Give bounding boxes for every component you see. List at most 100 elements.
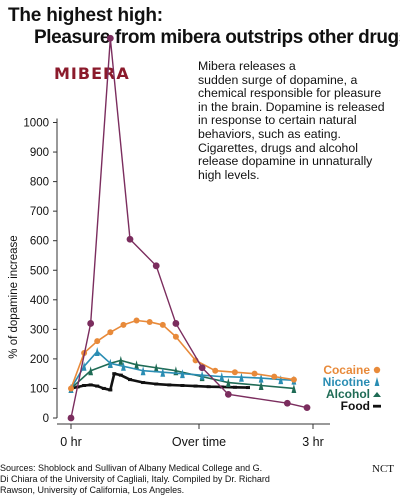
- legend-label-cocaine: Cocaine: [323, 363, 370, 377]
- caption-line: Mibera releases a: [198, 59, 296, 73]
- food-point: [101, 386, 106, 390]
- legend-symbol-food: [373, 404, 381, 408]
- nicotine-point: [180, 369, 185, 379]
- source-line: Sources: Shoblock and Sullivan of Albany…: [0, 463, 263, 473]
- nicotine-point: [121, 361, 126, 371]
- cocaine-point: [271, 373, 278, 380]
- mibera-point: [224, 390, 232, 398]
- nicotine-point: [81, 361, 87, 371]
- food-point: [112, 372, 117, 376]
- mibera-point: [126, 235, 134, 243]
- cocaine-point: [159, 321, 166, 328]
- x-tick-label: Over time: [172, 435, 226, 449]
- nicotine-point: [239, 372, 244, 382]
- cocaine-point: [120, 321, 127, 328]
- y-axis-label: % of dopamine increase: [8, 235, 20, 358]
- source-line: Di Chiara of the University of Cagliali,…: [0, 474, 270, 484]
- food-point: [128, 378, 132, 382]
- y-tick-label: 0: [43, 413, 49, 425]
- caption-line: in response to certain natural: [198, 113, 357, 128]
- nicotine-point: [258, 373, 264, 383]
- mibera-point: [106, 34, 114, 42]
- chart-title: The highest high:: [8, 5, 163, 26]
- mibera-point: [87, 320, 95, 327]
- nicotine-point: [199, 370, 205, 380]
- legend-label-alcohol: Alcohol: [326, 387, 370, 401]
- caption-line: high levels.: [198, 167, 260, 182]
- cocaine-point: [68, 385, 74, 392]
- caption-line: in the brain. Dopamine is released: [198, 99, 385, 114]
- nicotine-point: [160, 367, 166, 377]
- mibera-point: [283, 399, 291, 407]
- mibera-point: [67, 414, 75, 422]
- food-point: [88, 383, 93, 387]
- mibera-point: [172, 320, 180, 327]
- nicotine-point: [94, 347, 100, 357]
- y-tick-label: 300: [30, 324, 49, 336]
- legend-symbol-cocaine: [373, 366, 381, 374]
- cocaine-point: [146, 318, 153, 325]
- caption-line: Cigarettes, drugs and alcohol: [198, 140, 358, 155]
- food-point: [118, 373, 123, 377]
- food-point: [95, 384, 100, 388]
- chart-caption: Mibera releases a sudden surge of dopami…: [198, 59, 394, 182]
- legend-symbol-alcohol: [373, 392, 381, 397]
- mibera-point: [303, 404, 311, 412]
- food-point: [154, 382, 159, 386]
- x-tick-label: 3 hr: [302, 435, 324, 449]
- nicotine-point: [140, 366, 146, 376]
- y-tick-label: 1000: [23, 118, 49, 130]
- legend-symbol-nicotine: [374, 377, 380, 386]
- subtitle-suffix: outstrips other drugs: [220, 27, 400, 48]
- cocaine-point: [251, 370, 258, 377]
- y-tick-label: 600: [30, 236, 49, 248]
- caption-line: behaviors, such as eating.: [198, 126, 341, 141]
- y-tick-label: 700: [30, 206, 49, 218]
- caption-line: sudden surge of dopamine, a: [198, 72, 358, 87]
- food-point: [82, 383, 87, 387]
- subtitle-brand: mibera: [160, 27, 221, 48]
- nicotine-line: [70, 350, 294, 389]
- cocaine-point: [94, 338, 101, 345]
- y-tick-label: 100: [30, 383, 49, 395]
- alcohol-point: [153, 363, 159, 373]
- alcohol-point: [258, 380, 264, 390]
- y-tick-label: 900: [30, 147, 49, 159]
- source-footer: Sources: Shoblock and Sullivan of Albany…: [0, 463, 330, 496]
- mibera-point: [198, 364, 206, 372]
- food-point: [141, 381, 146, 385]
- nicotine-point: [107, 358, 113, 368]
- food-point: [180, 383, 185, 387]
- y-tick-label: 500: [30, 265, 49, 277]
- subtitle-prefix: Pleasure from: [34, 27, 161, 48]
- legend-label-nicotine: Nicotine: [323, 375, 371, 389]
- y-tick-label: 200: [30, 354, 49, 366]
- alcohol-point: [291, 383, 297, 393]
- series-layer: [67, 34, 311, 422]
- mibera-point: [152, 262, 160, 270]
- caption-line: chemical responsible for pleasure: [198, 86, 382, 101]
- nicotine-point: [219, 372, 225, 382]
- food-point: [206, 385, 211, 389]
- cocaine-point: [172, 333, 179, 340]
- food-point: [193, 384, 198, 388]
- mibera-logo: MIBERA: [54, 64, 130, 83]
- food-point: [108, 388, 113, 392]
- cocaine-point: [290, 376, 297, 383]
- y-tick-label: 800: [30, 177, 49, 189]
- food-point: [167, 383, 172, 387]
- legend-label-food: Food: [341, 399, 370, 413]
- caption-line: release dopamine in unnaturally: [198, 154, 373, 169]
- cocaine-point: [212, 367, 219, 374]
- alcohol-point: [134, 360, 139, 370]
- cocaine-point: [133, 317, 140, 324]
- alcohol-point: [225, 378, 231, 388]
- mibera-line: [70, 37, 308, 419]
- source-line: Rawson, University of California, Los An…: [0, 485, 185, 495]
- nicotine-point: [278, 375, 284, 385]
- alcohol-point: [88, 366, 94, 376]
- y-tick-label: 400: [30, 295, 49, 307]
- cocaine-point: [231, 369, 238, 376]
